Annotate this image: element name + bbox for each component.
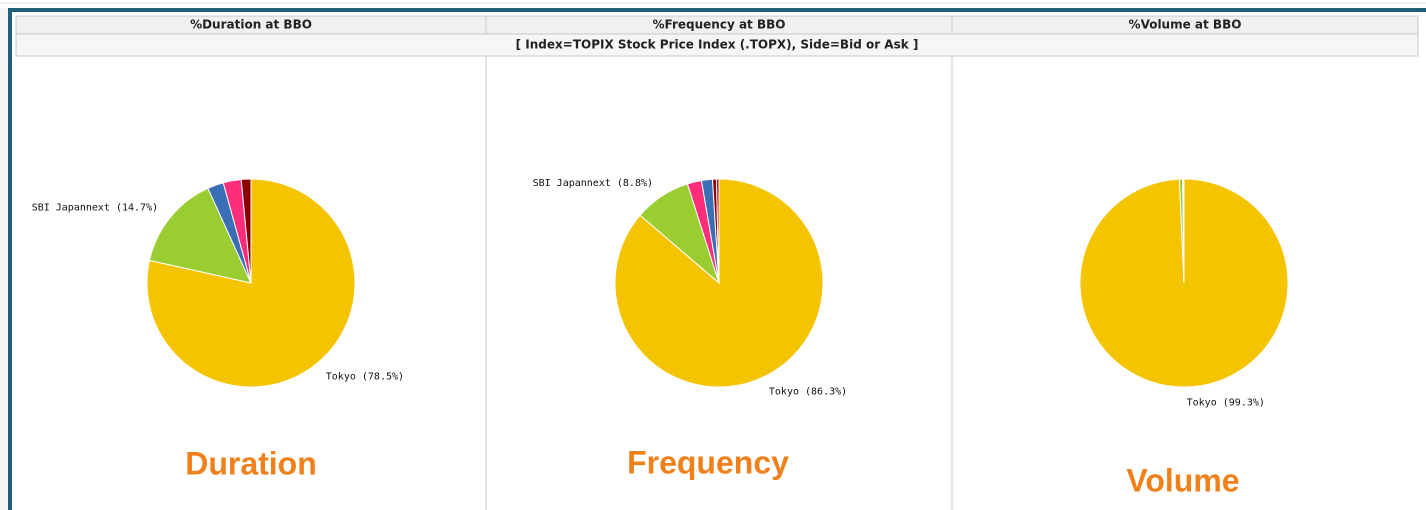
subtitle-row [15,33,1419,57]
pie-slice [240,178,252,284]
pie-slice [715,178,720,284]
slice-label: SBI Japannext (8.8%) [533,178,653,189]
slice-label: Tokyo (86.3%) [769,387,847,398]
annotation: Duration [185,445,317,481]
annotation: Frequency [627,444,789,480]
chart-title: %Volume at BBO [1129,18,1242,32]
pie-slice [1182,178,1185,284]
slice-label: Tokyo (78.5%) [326,371,404,382]
left-gutter [0,8,8,510]
chart-title: %Frequency at BBO [653,18,786,32]
slice-label: SBI Japannext (14.7%) [32,203,158,214]
slice-label: Tokyo (99.3%) [1187,398,1265,409]
subtitle: [ Index=TOPIX Stock Price Index (.TOPX),… [516,38,919,52]
pie-slice [148,187,252,284]
chart-title: %Duration at BBO [190,18,312,32]
annotation: Volume [1126,462,1239,498]
